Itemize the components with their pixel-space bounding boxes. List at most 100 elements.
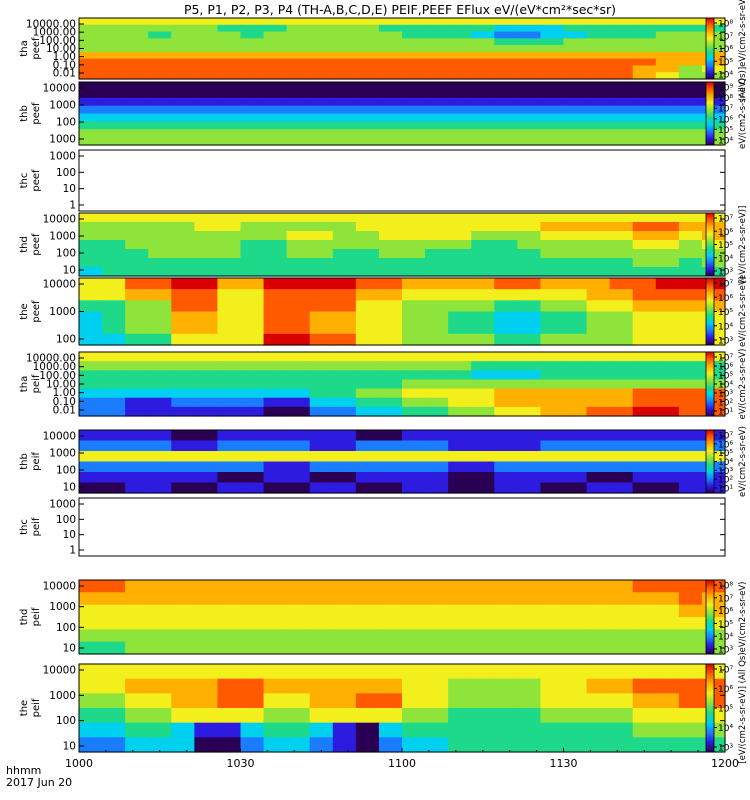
heatmap-cell <box>102 18 126 26</box>
heatmap-cell <box>494 451 518 463</box>
colorbar-tick-label: 10⁶ <box>718 363 733 373</box>
heatmap-cell <box>309 45 334 53</box>
heatmap-cell <box>332 240 357 250</box>
panel-label-probe: thc <box>19 173 30 189</box>
heatmap-cell <box>609 430 634 442</box>
heatmap-cell <box>609 72 634 80</box>
heatmap-cell <box>448 461 472 473</box>
heatmap-cell <box>102 604 126 618</box>
heatmap-cell <box>148 352 172 362</box>
heatmap-cell <box>402 379 426 390</box>
heatmap-cell <box>540 18 565 26</box>
heatmap-cell <box>309 58 334 67</box>
heatmap-cell <box>448 31 472 39</box>
heatmap-cell <box>540 58 565 67</box>
heatmap-cell <box>609 451 634 463</box>
heatmap-cell <box>125 45 149 53</box>
heatmap-cell <box>79 240 103 250</box>
heatmap-cell <box>494 213 518 223</box>
heatmap-cell <box>517 629 542 643</box>
heatmap-cell <box>263 97 288 107</box>
heatmap-cell <box>171 482 195 494</box>
heatmap-cell <box>471 289 495 301</box>
heatmap-cell <box>402 451 426 463</box>
heatmap-cell <box>448 604 472 618</box>
heatmap-cell <box>102 89 126 99</box>
heatmap-cell <box>194 249 219 259</box>
heatmap-cell <box>217 137 242 146</box>
heatmap-cell <box>378 406 403 417</box>
heatmap-cell <box>632 289 657 301</box>
heatmap-cell <box>171 617 195 630</box>
heatmap-cell <box>79 693 103 709</box>
heatmap-cell <box>148 388 172 399</box>
heatmap-cell <box>378 267 403 277</box>
heatmap-cell <box>102 249 126 259</box>
heatmap-cell <box>678 461 703 473</box>
heatmap-cell <box>102 482 126 494</box>
y-tick-label: 10000 <box>43 83 76 95</box>
heatmap-cell <box>494 322 518 335</box>
heatmap-cell <box>194 482 219 494</box>
heatmap-cell <box>494 379 518 390</box>
heatmap-cell <box>240 617 265 630</box>
heatmap-cell <box>217 129 242 138</box>
heatmap-cell <box>678 406 703 417</box>
heatmap-cell <box>586 231 611 241</box>
heatmap-cell <box>586 289 611 301</box>
heatmap-cell <box>125 693 149 709</box>
heatmap-cell <box>263 580 288 593</box>
heatmap-cell <box>540 379 565 390</box>
y-tick-label: 10000 <box>43 279 76 291</box>
heatmap-cell <box>194 231 219 241</box>
heatmap-cell <box>102 45 126 53</box>
heatmap-cell <box>586 24 611 33</box>
colorbar-tick-label: 10⁴ <box>718 633 733 643</box>
heatmap-cell <box>332 379 357 390</box>
heatmap-cell <box>402 24 426 33</box>
heatmap-cell <box>171 322 195 335</box>
heatmap-cell <box>563 38 588 46</box>
colorbar-tick-label: 10⁸ <box>718 94 733 104</box>
heatmap-cell <box>194 397 219 408</box>
heatmap-cell <box>378 38 403 46</box>
heatmap-cell <box>332 24 357 33</box>
colorbar <box>705 663 715 753</box>
heatmap-cell <box>448 311 472 324</box>
heatmap-cell <box>655 231 680 241</box>
heatmap-cell <box>263 38 288 46</box>
heatmap-cell <box>609 129 634 138</box>
heatmap-cell <box>655 461 680 473</box>
panel-label-product: peif <box>31 607 42 626</box>
y-tick-label: 1000 <box>49 601 76 613</box>
heatmap-cell <box>586 629 611 643</box>
heatmap-cell <box>609 113 634 122</box>
colorbar-tick-label: 10⁵ <box>718 372 733 382</box>
heatmap-cell <box>125 278 149 290</box>
heatmap-cell <box>471 592 495 606</box>
heatmap-cell <box>309 472 334 484</box>
heatmap-cell <box>240 461 265 473</box>
heatmap-cell <box>194 278 219 290</box>
date-label: 2017 Jun 20 <box>6 776 72 789</box>
heatmap-cell <box>678 397 703 408</box>
heatmap-cell <box>286 258 311 268</box>
heatmap-cell <box>494 222 518 232</box>
heatmap-cell <box>655 451 680 463</box>
heatmap-cell <box>448 641 472 655</box>
colorbar-tick-label: 10⁸ <box>718 582 733 592</box>
heatmap-cell <box>586 406 611 417</box>
heatmap-cell <box>125 461 149 473</box>
heatmap-cell <box>263 678 288 694</box>
heatmap-cell <box>217 38 242 46</box>
heatmap-cell <box>517 65 542 73</box>
heatmap-cell <box>240 406 265 417</box>
heatmap-cell <box>678 352 703 362</box>
heatmap-cell <box>517 240 542 250</box>
colorbar-tick-label: 10⁶ <box>718 45 733 55</box>
heatmap-cell <box>263 300 288 313</box>
heatmap-cell <box>540 213 565 223</box>
heatmap-cell <box>425 629 449 643</box>
heatmap-cell <box>471 722 495 738</box>
heatmap-cell <box>540 113 565 122</box>
